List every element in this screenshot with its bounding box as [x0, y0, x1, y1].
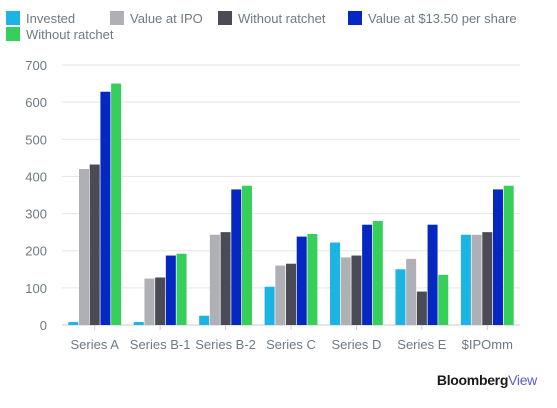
y-tick-label: 700	[25, 58, 47, 73]
legend-label: Without ratchet	[238, 10, 326, 26]
x-tick-label: Series E	[397, 337, 446, 352]
bar	[438, 274, 449, 325]
bar	[165, 255, 176, 325]
x-tick-label: $IPOmm	[462, 337, 513, 352]
legend-swatch	[6, 27, 20, 41]
bar	[68, 322, 79, 325]
bar	[362, 224, 373, 325]
bar	[275, 265, 286, 325]
bar	[460, 234, 471, 325]
legend-swatch	[348, 11, 362, 25]
y-tick-label: 200	[25, 244, 47, 259]
bar	[406, 258, 417, 325]
bar	[176, 253, 187, 325]
bar	[427, 224, 438, 325]
bar	[144, 278, 155, 325]
x-tick-label: Series B-2	[195, 337, 256, 352]
bar	[330, 242, 341, 325]
legend-label: Value at $13.50 per share	[368, 10, 517, 26]
y-tick-label: 0	[40, 318, 47, 333]
x-tick-label: Series B-1	[130, 337, 191, 352]
y-tick-label: 100	[25, 281, 47, 296]
x-tick-label: Series C	[266, 337, 316, 352]
bar	[395, 269, 406, 325]
bar	[416, 291, 427, 325]
legend-label: Invested	[26, 10, 76, 26]
bar	[286, 263, 296, 325]
bar	[133, 322, 144, 325]
legend-item-value-at-ipo: Value at IPO	[110, 10, 203, 26]
brand-logo-part2: View	[508, 372, 537, 388]
legend-item-value-at-13-50: Value at $13.50 per share	[348, 10, 517, 26]
x-tick-label: Series D	[331, 337, 381, 352]
bar	[155, 277, 166, 325]
y-tick-label: 400	[25, 169, 47, 184]
bar	[492, 189, 503, 325]
bar	[220, 232, 231, 325]
legend-swatch	[6, 11, 20, 25]
bar	[340, 257, 351, 325]
bar	[209, 234, 220, 325]
bar	[351, 255, 362, 325]
legend-swatch	[110, 11, 124, 25]
y-tick-label: 500	[25, 132, 47, 147]
bar	[503, 185, 514, 325]
brand-logo-part1: Bloomberg	[436, 372, 509, 388]
bar	[199, 315, 210, 325]
legend-swatch	[218, 11, 232, 25]
legend-item-without-ratchet-2: Without ratchet	[6, 26, 113, 42]
bar	[482, 232, 493, 325]
bar	[372, 221, 383, 325]
legend-label: Value at IPO	[130, 10, 203, 26]
legend-item-without-ratchet: Without ratchet	[218, 10, 325, 26]
bar	[307, 234, 318, 325]
bar	[241, 185, 252, 325]
y-tick-label: 300	[25, 207, 47, 222]
bar	[471, 234, 482, 325]
bar	[79, 169, 90, 325]
brand-logo: BloombergView	[437, 372, 537, 388]
bar	[296, 236, 307, 325]
legend-label: Without ratchet	[26, 26, 114, 42]
bar	[264, 286, 275, 325]
bar	[89, 164, 100, 325]
x-tick-label: Series A	[71, 337, 120, 352]
bar	[231, 189, 242, 325]
bar	[111, 83, 122, 325]
y-tick-label: 600	[25, 95, 47, 110]
bar	[100, 91, 111, 326]
legend-item-invested: Invested	[6, 10, 75, 26]
